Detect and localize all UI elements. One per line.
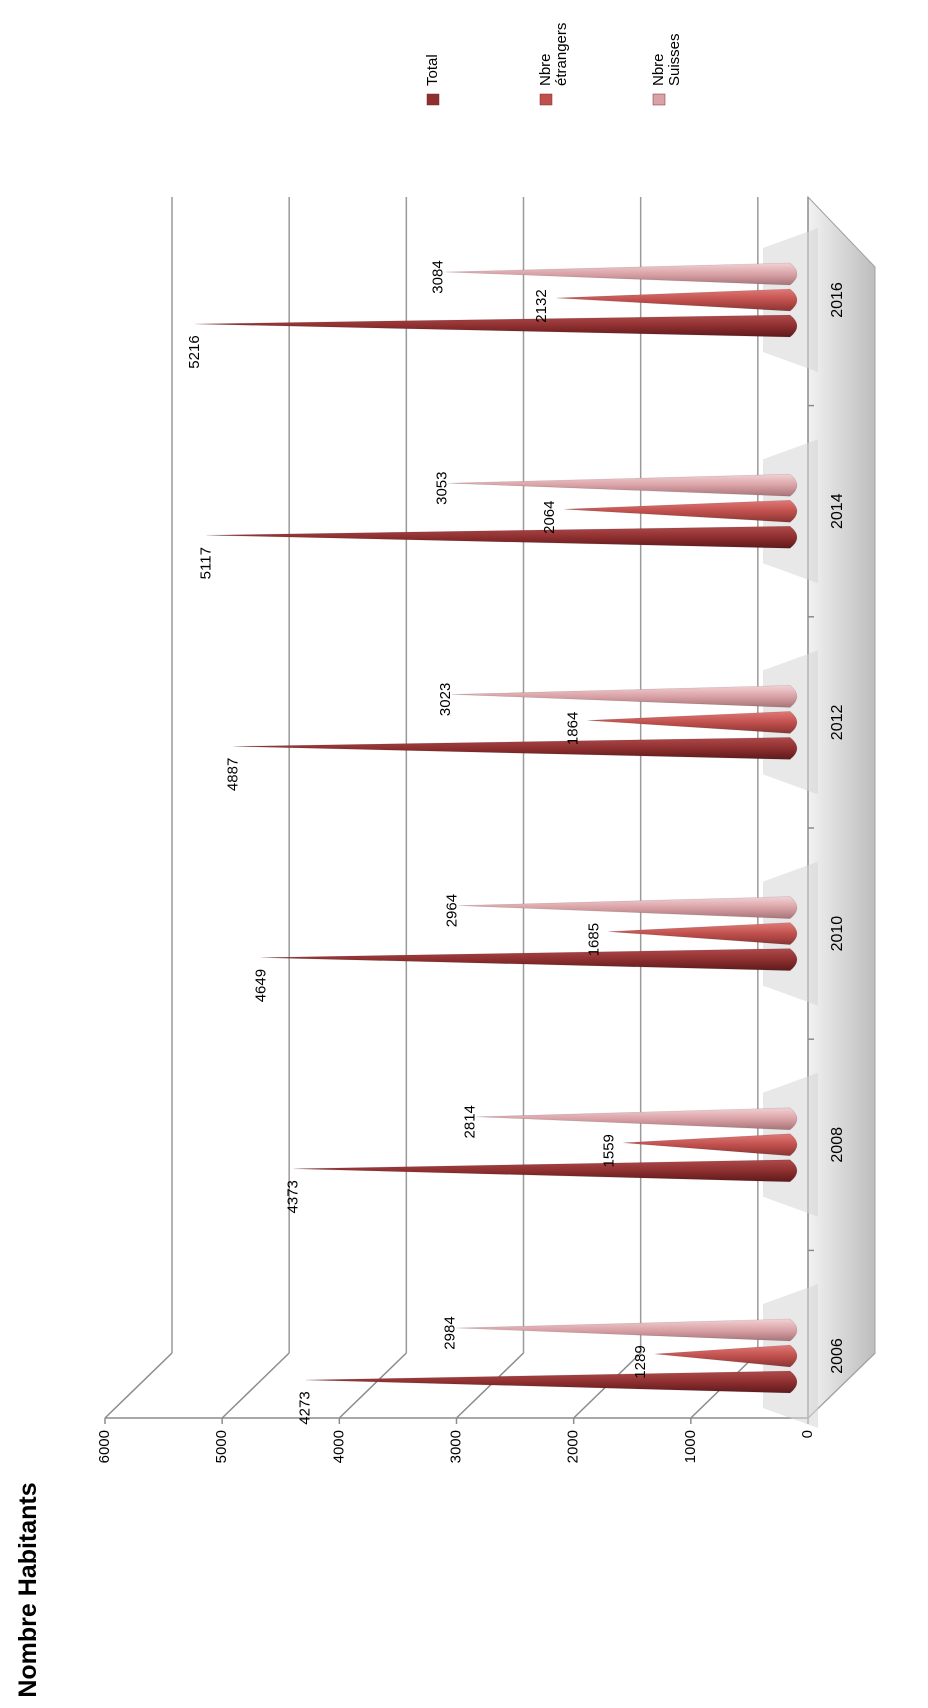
cone-total bbox=[206, 525, 798, 549]
data-label: 2064 bbox=[541, 501, 558, 534]
category-axis: 2006 2008 2010 2012 2014 2016 bbox=[808, 282, 846, 1374]
cone-nbre-trangers bbox=[564, 499, 798, 523]
cone-nbre-suisses bbox=[456, 1318, 798, 1342]
cone-total bbox=[233, 737, 798, 760]
data-label: 2984 bbox=[441, 1316, 458, 1349]
y-tick-label: 3000 bbox=[447, 1430, 464, 1463]
chart-floor bbox=[807, 195, 876, 1420]
legend-swatch bbox=[652, 93, 666, 106]
legend-swatch bbox=[426, 93, 440, 106]
data-label: 2814 bbox=[461, 1105, 478, 1138]
data-label: 4273 bbox=[296, 1391, 313, 1424]
cone-nbre-trangers bbox=[623, 1133, 798, 1157]
cone-nbre-trangers bbox=[608, 922, 798, 945]
data-label: 2964 bbox=[444, 894, 461, 927]
data-labels: 4273 4373 4649 4887 5117 5216 1289 1559 1685 1864… bbox=[186, 260, 649, 1424]
legend-item: Nbre étrangers bbox=[537, 23, 570, 106]
data-label: 1289 bbox=[632, 1345, 649, 1378]
cone-total bbox=[293, 1159, 798, 1183]
depth-line bbox=[338, 1352, 407, 1419]
value-axis: 0 1000 2000 3000 4000 5000 6000 bbox=[96, 1417, 816, 1463]
depth-line bbox=[104, 1352, 173, 1419]
cone-nbre-suisses bbox=[458, 896, 798, 919]
y-tick-label: 2000 bbox=[565, 1430, 582, 1463]
legend: Total Nbre étrangers Nbre Suisses bbox=[424, 23, 683, 106]
data-label: 3053 bbox=[433, 472, 450, 505]
y-tick-label: 5000 bbox=[213, 1430, 230, 1463]
x-tick-label: 2016 bbox=[829, 282, 846, 318]
legend-label: Nbre bbox=[537, 53, 554, 86]
x-tick-label: 2014 bbox=[829, 493, 846, 529]
data-label: 2132 bbox=[533, 289, 550, 322]
depth-line bbox=[455, 1352, 525, 1419]
x-tick-label: 2008 bbox=[829, 1127, 846, 1163]
data-label: 4887 bbox=[224, 758, 241, 791]
cone-nbre-suisses bbox=[451, 685, 798, 708]
data-label: 3023 bbox=[437, 683, 454, 716]
depth-line bbox=[221, 1352, 290, 1419]
legend-label: étrangers bbox=[553, 23, 570, 86]
cone-nbre-trangers bbox=[654, 1344, 798, 1368]
data-label: 4373 bbox=[285, 1180, 302, 1213]
x-tick-label: 2012 bbox=[829, 705, 846, 741]
cone-total bbox=[194, 314, 798, 338]
data-label: 3084 bbox=[430, 260, 447, 293]
data-label: 5216 bbox=[186, 335, 203, 368]
cone-nbre-suisses bbox=[476, 1107, 798, 1131]
cone-nbre-trangers bbox=[556, 288, 798, 312]
gridlines bbox=[104, 197, 876, 1419]
legend-item: Total bbox=[424, 54, 441, 106]
legend-label: Suisses bbox=[666, 33, 683, 86]
data-label: 1685 bbox=[586, 923, 603, 956]
chart-title: Nombre Habitants bbox=[14, 1482, 42, 1697]
cone-nbre-trangers bbox=[587, 711, 798, 734]
x-tick-label: 2006 bbox=[829, 1338, 846, 1374]
legend-swatch bbox=[539, 93, 553, 106]
y-tick-label: 4000 bbox=[330, 1430, 347, 1463]
cone-nbre-suisses bbox=[448, 473, 798, 497]
cones bbox=[194, 228, 818, 1428]
data-label: 5117 bbox=[197, 547, 214, 579]
x-tick-label: 2010 bbox=[829, 916, 846, 952]
cone-total bbox=[261, 948, 798, 971]
y-tick-label: 0 bbox=[799, 1430, 816, 1438]
legend-label: Total bbox=[424, 54, 441, 86]
data-label: 1559 bbox=[600, 1134, 617, 1167]
data-label: 4649 bbox=[252, 969, 269, 1002]
cone-nbre-suisses bbox=[444, 262, 798, 286]
y-tick-label: 1000 bbox=[682, 1430, 699, 1463]
legend-item: Nbre Suisses bbox=[650, 33, 683, 106]
floor-side bbox=[807, 195, 876, 1420]
cone-total bbox=[305, 1370, 798, 1394]
legend-label: Nbre bbox=[650, 53, 667, 86]
y-tick-label: 6000 bbox=[96, 1430, 113, 1463]
data-label: 1864 bbox=[565, 712, 582, 745]
